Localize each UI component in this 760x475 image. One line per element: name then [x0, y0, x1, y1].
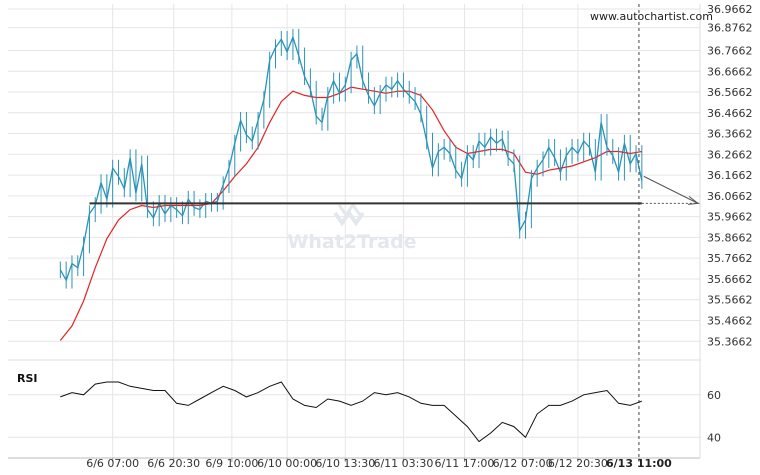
time-tick-label: 6/10 00:00	[257, 457, 317, 470]
price-tick-label: 36.4662	[707, 107, 753, 120]
brand-watermark: What2Trade	[287, 202, 417, 253]
rsi-line	[60, 381, 642, 443]
forecast-arrow-head	[687, 195, 699, 205]
price-tick-label: 36.0662	[707, 190, 753, 203]
price-tick-label: 35.4662	[707, 314, 753, 327]
time-tick-label: 6/12 20:30	[548, 457, 608, 470]
price-tick-label: 36.3662	[707, 128, 753, 141]
price-tick-label: 36.2662	[707, 148, 753, 161]
time-tick-label: 6/9 10:00	[205, 457, 258, 470]
rsi-label: RSI	[17, 372, 38, 385]
forecast-arrow-line	[643, 175, 699, 204]
time-tick-label: 6/6 07:00	[86, 457, 139, 470]
price-tick-label: 35.7662	[707, 252, 753, 265]
price-tick-label: 35.3662	[707, 335, 753, 348]
price-tick-label: 35.5662	[707, 294, 753, 307]
price-tick-label: 36.8762	[707, 22, 753, 35]
price-series-layer	[59, 28, 643, 341]
rsi-tick-label: 60	[707, 389, 721, 402]
axis-layer: 36.9662 36.8762 36.7662 36.6662 36.5662 36.46…	[8, 3, 753, 470]
price-tick-label: 35.9662	[707, 211, 753, 224]
grid-layer	[8, 4, 700, 458]
price-tick-label: 36.9662	[707, 3, 753, 16]
price-tick-label: 36.5662	[707, 86, 753, 99]
price-tick-label: 36.7662	[707, 44, 753, 57]
rsi-tick-label: 40	[707, 431, 721, 444]
time-tick-label: 6/13 11:00	[606, 457, 672, 470]
time-tick-label: 6/6 20:30	[147, 457, 200, 470]
price-tick-label: 36.6662	[707, 65, 753, 78]
rsi-layer	[60, 381, 642, 443]
time-tick-label: 6/10 13:30	[315, 457, 375, 470]
time-tick-label: 6/12 07:00	[493, 457, 553, 470]
price-tick-label: 35.6662	[707, 273, 753, 286]
watermark-text: What2Trade	[287, 231, 416, 253]
price-tick-label: 35.8662	[707, 231, 753, 244]
source-label: www.autochartist.com	[590, 10, 713, 23]
watermark-logo-icon	[333, 202, 365, 227]
time-tick-label: 6/11 17:00	[435, 457, 495, 470]
time-tick-label: 6/11 03:30	[373, 457, 433, 470]
support-layer	[89, 4, 700, 458]
price-tick-label: 36.1662	[707, 169, 753, 182]
